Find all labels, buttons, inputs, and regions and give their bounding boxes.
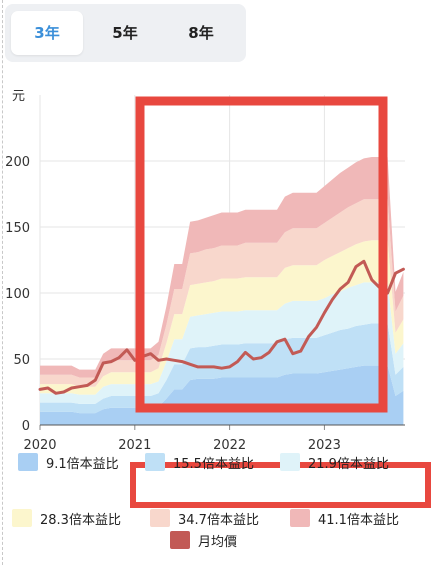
legend-item-15-5[interactable]: 15.5倍本益比 xyxy=(145,452,254,472)
legend-label: 41.1倍本益比 xyxy=(318,512,399,528)
legend-label: 月均價 xyxy=(198,534,238,550)
tab-8-years[interactable]: 8年 xyxy=(188,24,214,42)
pe-band-4 xyxy=(40,240,404,395)
y-tick-label: 200 xyxy=(5,155,30,170)
highlight-box-main xyxy=(135,96,388,413)
x-tick-label: 2022 xyxy=(213,438,246,453)
legend: 9.1倍本益比 15.5倍本益比 21.9倍本益比 28.3倍本益比 34.7倍… xyxy=(0,448,440,565)
y-axis-label: 元 xyxy=(12,89,25,104)
legend-label: 15.5倍本益比 xyxy=(173,456,254,472)
legend-label: 9.1倍本益比 xyxy=(46,456,119,472)
legend-label: 21.9倍本益比 xyxy=(308,456,389,472)
period-tabs: 3年 5年 8年 xyxy=(5,4,246,62)
y-tick-label: 50 xyxy=(13,353,30,368)
x-tick-label: 2020 xyxy=(23,438,56,453)
legend-swatch xyxy=(150,509,170,527)
axes: 0 50 100 150 200 元 2020 2021 2022 2023 xyxy=(5,89,405,453)
legend-swatch xyxy=(170,531,190,549)
y-tick-label: 150 xyxy=(5,221,30,236)
legend-swatch xyxy=(145,453,165,471)
y-tick-label: 100 xyxy=(5,287,30,302)
pe-band-3 xyxy=(40,282,404,404)
legend-item-21-9[interactable]: 21.9倍本益比 xyxy=(280,452,389,472)
price-line xyxy=(38,259,405,395)
legend-label: 34.7倍本益比 xyxy=(178,512,259,528)
legend-swatch xyxy=(18,453,38,471)
pe-band-5 xyxy=(40,199,404,387)
y-tick-label: 0 xyxy=(22,419,30,434)
legend-item-41-1[interactable]: 41.1倍本益比 xyxy=(290,508,399,528)
legend-swatch xyxy=(290,509,310,527)
legend-swatch xyxy=(280,453,300,471)
pe-bands xyxy=(40,157,404,425)
x-tick-label: 2023 xyxy=(308,438,341,453)
legend-item-34-7[interactable]: 34.7倍本益比 xyxy=(150,508,259,528)
pe-band-6 xyxy=(40,157,404,378)
tab-3-years[interactable]: 3年 xyxy=(11,11,83,55)
legend-label: 28.3倍本益比 xyxy=(40,512,121,528)
legend-swatch xyxy=(12,509,32,527)
legend-item-monthly-price[interactable]: 月均價 xyxy=(170,530,237,550)
tab-5-years[interactable]: 5年 xyxy=(112,24,138,42)
price-line-layer xyxy=(38,259,405,395)
x-tick-label: 2021 xyxy=(118,438,151,453)
left-guide-line xyxy=(2,0,3,565)
legend-item-28-3[interactable]: 28.3倍本益比 xyxy=(12,508,121,528)
legend-item-9-1[interactable]: 9.1倍本益比 xyxy=(18,452,119,472)
